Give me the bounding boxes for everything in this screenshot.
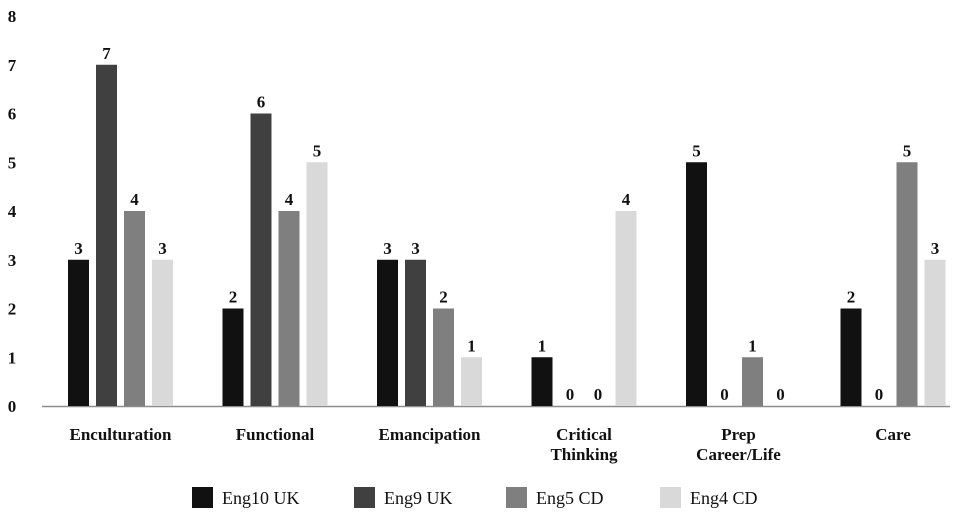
- data-label: 4: [285, 190, 294, 209]
- data-label: 0: [875, 385, 884, 404]
- data-label: 0: [720, 385, 729, 404]
- y-tick-label: 6: [8, 105, 17, 124]
- legend-swatch: [354, 487, 375, 508]
- category-label: Emancipation: [378, 425, 481, 444]
- data-label: 0: [776, 385, 785, 404]
- data-label: 1: [467, 336, 476, 355]
- bar: [840, 308, 862, 406]
- data-label: 5: [903, 141, 912, 160]
- bar: [124, 211, 145, 406]
- data-label: 3: [411, 239, 420, 258]
- bar: [377, 259, 398, 406]
- category-label: Critical: [556, 425, 612, 444]
- data-label: 5: [313, 141, 322, 160]
- category-label: Care: [875, 425, 911, 444]
- y-tick-label: 7: [8, 56, 17, 75]
- category-label: Functional: [236, 425, 315, 444]
- legend-swatch: [506, 487, 527, 508]
- data-label: 5: [692, 141, 701, 160]
- data-label: 6: [257, 93, 266, 112]
- bar: [152, 259, 173, 406]
- legend-label: Eng10 UK: [222, 488, 300, 508]
- legend-label: Eng9 UK: [384, 488, 453, 508]
- data-label: 0: [566, 385, 575, 404]
- y-tick-label: 0: [8, 397, 17, 416]
- bar: [278, 211, 300, 406]
- data-label: 2: [229, 288, 238, 307]
- legend-label: Eng5 CD: [536, 488, 604, 508]
- legend-swatch: [660, 487, 681, 508]
- data-label: 2: [439, 288, 448, 307]
- bar: [615, 211, 637, 406]
- y-tick-label: 1: [8, 348, 17, 367]
- data-label: 4: [622, 190, 631, 209]
- data-label: 4: [130, 190, 139, 209]
- bar: [461, 357, 482, 406]
- bar: [686, 162, 707, 406]
- data-label: 1: [538, 336, 547, 355]
- bar: [531, 357, 553, 406]
- data-label: 3: [158, 239, 167, 258]
- data-label: 3: [383, 239, 392, 258]
- bar: [222, 308, 244, 406]
- y-tick-label: 3: [8, 251, 17, 270]
- legend-swatch: [192, 487, 213, 508]
- data-label: 3: [931, 239, 940, 258]
- bar: [405, 259, 426, 406]
- category-label: Enculturation: [69, 425, 172, 444]
- bar: [250, 113, 272, 406]
- data-label: 0: [594, 385, 603, 404]
- bar: [68, 259, 89, 406]
- data-label: 1: [748, 336, 757, 355]
- bar: [96, 64, 117, 406]
- y-tick-label: 8: [8, 7, 17, 26]
- bar: [896, 162, 918, 406]
- category-label: Prep: [721, 425, 756, 444]
- bar: [924, 259, 946, 406]
- data-label: 3: [74, 239, 83, 258]
- y-tick-label: 2: [8, 300, 17, 319]
- data-label: 2: [847, 288, 856, 307]
- bar: [433, 308, 454, 406]
- bar: [306, 162, 328, 406]
- y-tick-label: 4: [8, 202, 17, 221]
- data-label: 7: [102, 44, 111, 63]
- legend-label: Eng4 CD: [690, 488, 758, 508]
- category-label: Career/Life: [696, 445, 781, 464]
- bar: [742, 357, 763, 406]
- y-tick-label: 5: [8, 153, 17, 172]
- category-label: Thinking: [550, 445, 618, 464]
